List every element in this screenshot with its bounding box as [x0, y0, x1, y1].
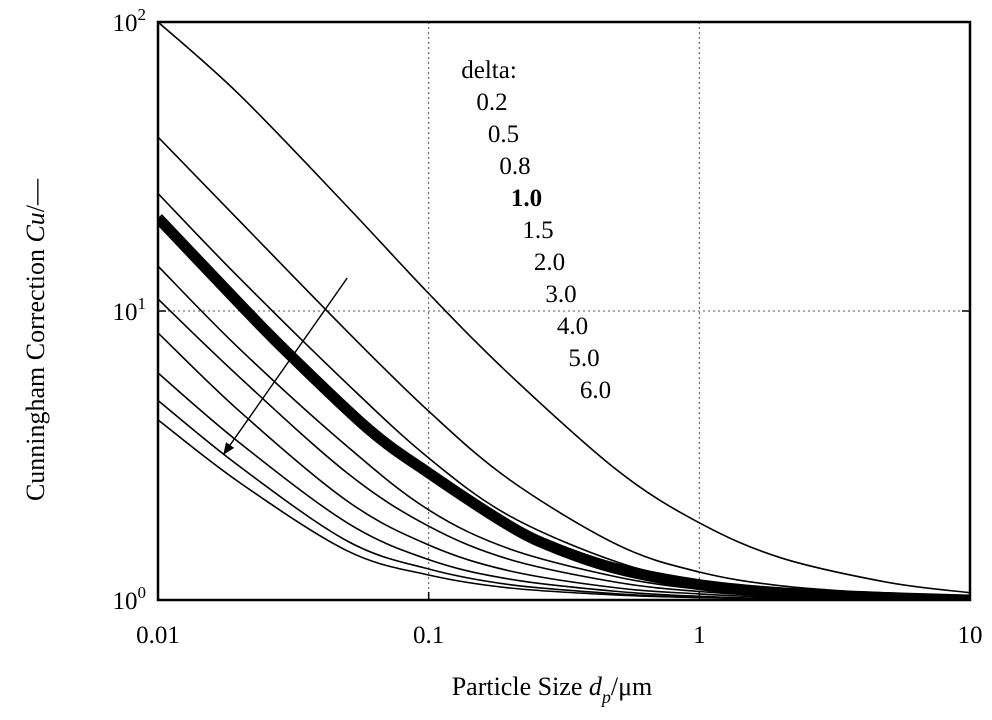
series-line-delta-4 [158, 372, 970, 600]
x-tick-label: 0.01 [136, 622, 180, 649]
grid [158, 22, 970, 600]
x-axis-ticks: 0.01 0.1 1 10 [136, 592, 983, 649]
legend-entry: 2.0 [534, 249, 565, 276]
arrow-line [223, 277, 348, 455]
legend-entry: 0.5 [488, 121, 519, 148]
legend-entry: 1.0 [511, 185, 542, 212]
legend-entry: 1.5 [522, 217, 553, 244]
series-line-delta-3 [158, 332, 970, 600]
series-line-delta-0-2 [158, 22, 970, 594]
y-tick-label: 102 [113, 5, 147, 37]
legend-title: delta: [461, 57, 517, 84]
series-line-delta-1 [158, 214, 970, 600]
series-line-delta-0-5 [158, 136, 970, 599]
series-line-delta-5 [158, 399, 970, 600]
legend-entry: 3.0 [545, 281, 576, 308]
delta-arrow [223, 277, 348, 455]
legend-entry: 6.0 [580, 377, 611, 404]
x-tick-label: 0.1 [413, 622, 444, 649]
x-tick-label: 10 [958, 622, 983, 649]
legend: delta: 0.2 0.5 0.8 1.0 1.5 2.0 3.0 4.0 5.0 6.0 [461, 57, 611, 404]
y-axis-label: Cunningham Correction Cu/— [21, 178, 50, 501]
legend-entry: 0.2 [476, 89, 507, 116]
x-tick-label: 1 [693, 622, 706, 649]
legend-entry: 4.0 [557, 313, 588, 340]
y-tick-label: 100 [113, 583, 147, 615]
legend-entry: 0.8 [499, 153, 530, 180]
y-axis-ticks: 100 101 102 [113, 5, 970, 615]
legend-entry: 5.0 [568, 345, 599, 372]
x-axis-label: Particle Size dp/μm [452, 672, 653, 707]
y-tick-label: 101 [113, 294, 147, 326]
